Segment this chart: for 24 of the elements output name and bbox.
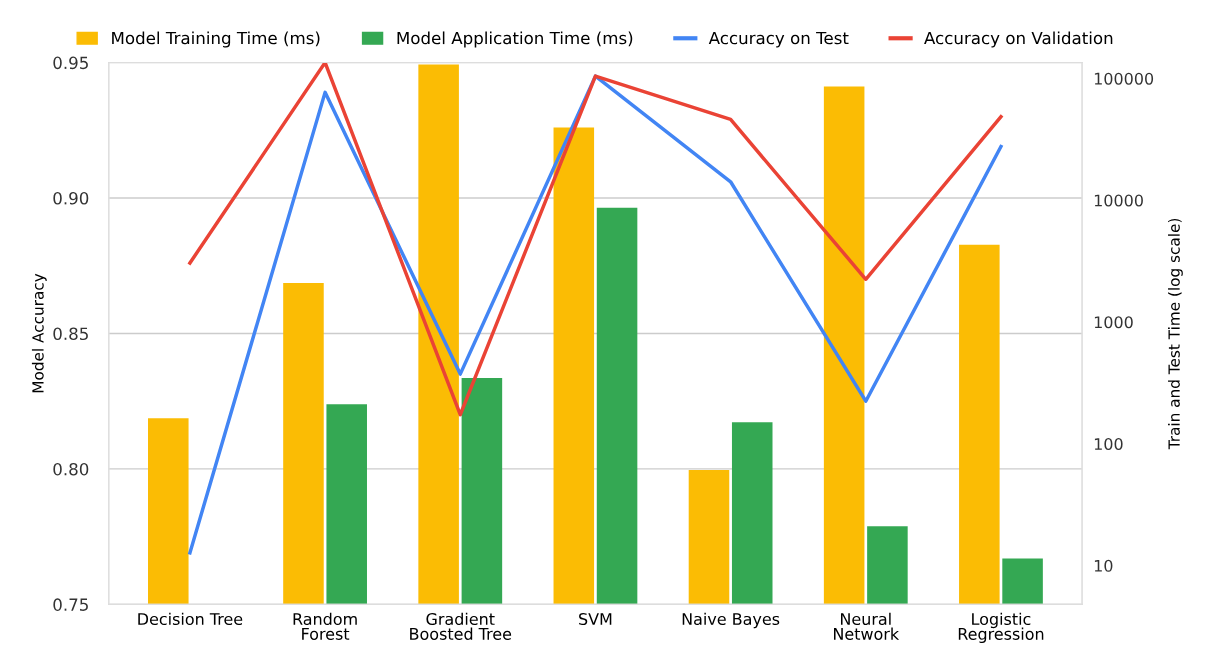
y2-tick-label: 1000 [1094,316,1133,329]
legend-label: Model Training Time (ms) [112,31,320,48]
line-series [188,62,1003,417]
y2-tick-label: 100 [1094,437,1123,451]
y-tick-label: 0.90 [53,191,89,205]
y-axis-title: Model Accuracy [31,273,47,393]
legend-label: Accuracy on Validation [924,31,1113,48]
y-tick-label: 0.95 [53,56,88,70]
legend-label: Model Application Time (ms) [397,31,633,48]
y2-tick-label: 10000 [1094,194,1143,207]
y2-axis-title: Train and Test Time (log scale) [1168,218,1183,450]
x-tick-label: Gradient Boosted Tree [410,612,512,640]
y-tick-label: 0.80 [53,462,89,476]
y-tick-label: 0.75 [53,598,88,611]
x-tick-label: Neural Network [834,612,900,640]
legend-label: Accuracy on Test [708,31,849,48]
x-tick-label: Random Forest [293,612,357,640]
x-tick-label: Logistic Regression [958,612,1044,644]
x-tick-label: Decision Tree [138,612,243,626]
y-tick-label: 0.85 [53,327,88,341]
y2-tick-label: 10 [1094,559,1113,572]
y2-tick-label: 100000 [1094,72,1154,85]
x-tick-label: Naive Bayes [682,612,780,629]
x-tick-label: SVM [579,612,612,626]
